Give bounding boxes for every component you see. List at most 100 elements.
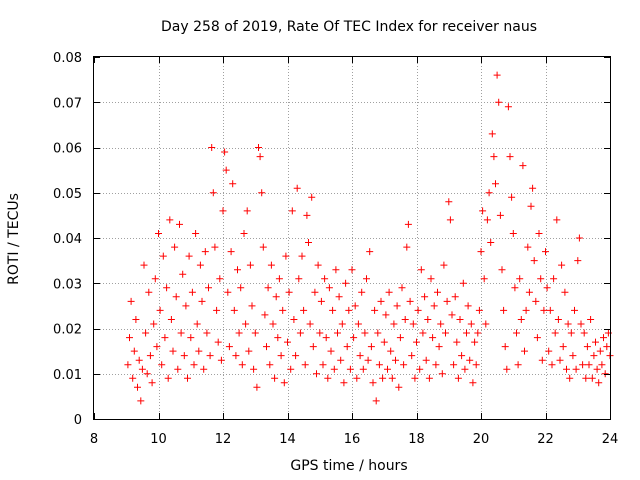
data-point-marker [408,352,416,360]
data-point-marker [466,356,474,364]
data-point-marker [166,216,174,224]
data-point-marker [569,352,577,360]
data-point-marker [533,334,541,342]
data-point-marker [400,361,408,369]
data-point-marker [303,211,311,219]
x-tick-label: 14 [279,432,296,447]
data-point-marker [392,356,399,364]
data-point-marker [188,288,196,296]
data-point-marker [180,352,188,360]
data-point-marker [556,356,564,364]
data-point-marker [172,293,180,301]
data-point-marker [469,379,477,387]
data-point-marker [334,329,341,337]
data-point-marker [126,334,133,342]
data-point-marker [351,302,359,310]
data-point-marker [171,243,179,251]
data-point-marker [322,334,330,342]
data-point-marker [546,306,554,314]
y-tick-labels: 0 0.01 0.02 0.03 0.04 0.05 0.06 0.07 0.08 [53,51,82,428]
data-point-marker [255,144,262,151]
data-point-marker [495,98,503,106]
data-point-marker [319,361,327,369]
data-point-marker [574,257,582,265]
data-point-marker [163,284,171,292]
data-point-marker [269,320,277,328]
data-point-marker [567,329,575,337]
y-tick-label: 0 [74,413,82,428]
data-point-marker [524,243,532,251]
data-point-marker [464,302,472,310]
data-point-marker [177,329,185,337]
data-point-marker [482,320,490,328]
data-point-marker [200,365,208,373]
data-point-marker [590,352,598,360]
data-point-marker [580,329,588,337]
data-point-marker [427,275,435,283]
data-points [124,71,614,405]
data-point-marker [390,320,398,328]
data-point-marker [419,329,427,337]
data-point-marker [550,275,558,283]
data-point-marker [388,374,396,382]
data-point-marker [446,216,454,224]
data-point-marker [592,338,599,346]
y-tick-label: 0.08 [53,51,82,66]
x-tick-label: 10 [150,432,167,447]
data-point-marker [488,130,496,138]
data-point-marker [325,284,333,292]
data-point-marker [459,279,467,287]
data-point-marker [424,316,432,323]
data-point-marker [498,266,506,274]
data-point-marker [216,275,224,283]
data-point-marker [124,361,132,369]
data-point-marker [287,365,295,373]
data-point-marker [327,347,335,355]
y-axis-title: ROTI / TECUs [6,193,22,285]
x-tick-label: 16 [344,432,361,447]
data-point-marker [135,356,143,364]
data-point-marker [543,284,551,292]
data-point-marker [298,252,306,260]
data-point-marker [414,306,422,314]
data-point-marker [161,334,169,342]
data-point-marker [453,338,461,346]
data-point-marker [309,343,317,351]
data-point-marker [329,306,337,314]
data-point-marker [434,288,441,296]
data-point-marker [221,148,229,156]
data-point-marker [406,297,414,305]
data-point-marker [353,374,361,382]
data-point-marker [438,370,446,378]
data-point-marker [211,243,219,251]
data-point-marker [461,365,469,373]
data-point-marker [493,71,501,79]
data-point-marker [487,239,495,246]
data-point-marker [384,365,391,373]
data-point-marker [184,374,191,382]
data-point-marker [143,370,151,378]
data-point-marker [471,338,479,346]
data-point-marker [519,162,527,170]
data-point-marker [292,352,300,360]
data-point-marker [295,275,303,283]
data-point-marker [501,343,509,351]
data-point-marker [403,243,411,251]
data-point-marker [306,320,314,328]
data-point-marker [340,379,348,387]
data-point-marker [240,230,248,237]
data-point-marker [229,180,237,188]
data-point-marker [250,365,258,373]
axis-ticks [94,57,611,420]
data-point-marker [138,365,146,373]
data-point-marker [437,320,445,328]
y-tick-label: 0.03 [53,277,82,292]
data-point-marker [458,352,466,360]
data-point-marker [582,374,590,382]
data-point-marker [280,379,288,387]
data-point-marker [463,329,470,337]
data-point-marker [538,356,546,364]
data-point-marker [432,361,440,369]
data-point-marker [371,306,379,314]
x-tick-label: 20 [473,432,490,447]
